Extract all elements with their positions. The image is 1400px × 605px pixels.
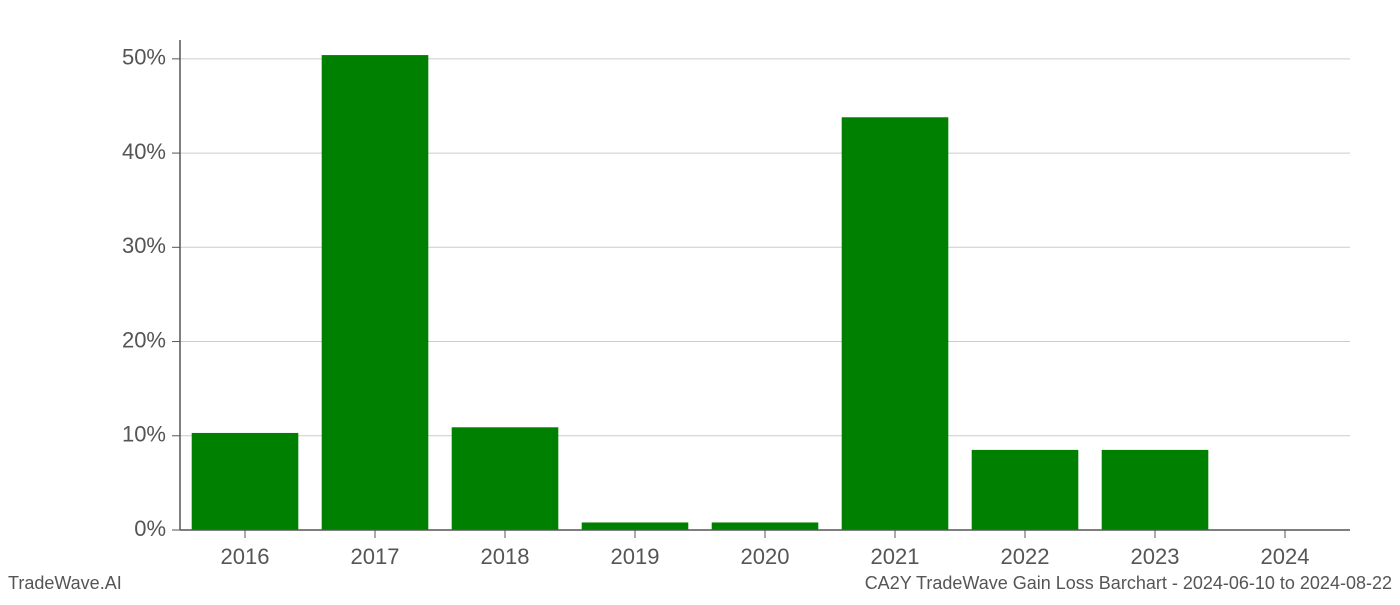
bar xyxy=(192,433,299,530)
x-tick-label: 2016 xyxy=(221,544,270,569)
x-tick-label: 2017 xyxy=(351,544,400,569)
x-tick-label: 2022 xyxy=(1001,544,1050,569)
x-tick-label: 2020 xyxy=(741,544,790,569)
footer-brand: TradeWave.AI xyxy=(8,573,122,594)
chart-figure: 0% 10% 20% 30% 40% 50% 2016 2017 2018 2019 2020 202… xyxy=(0,0,1400,600)
footer-caption: CA2Y TradeWave Gain Loss Barchart - 2024… xyxy=(865,573,1392,594)
bar xyxy=(842,117,949,530)
y-tick-label: 40% xyxy=(122,139,166,164)
x-tick-label: 2019 xyxy=(611,544,660,569)
x-tick-label: 2024 xyxy=(1261,544,1310,569)
bar xyxy=(582,522,689,530)
x-tick-label: 2018 xyxy=(481,544,530,569)
bar xyxy=(712,522,819,530)
y-tick-label: 50% xyxy=(122,45,166,70)
bar xyxy=(452,427,559,530)
bar-chart: 0% 10% 20% 30% 40% 50% 2016 2017 2018 2019 2020 202… xyxy=(0,0,1400,600)
y-tick-label: 10% xyxy=(122,422,166,447)
bar xyxy=(1102,450,1209,530)
y-tick-label: 20% xyxy=(122,327,166,352)
x-tick-label: 2023 xyxy=(1131,544,1180,569)
y-tick-label: 30% xyxy=(122,233,166,258)
bar xyxy=(972,450,1079,530)
y-tick-label: 0% xyxy=(134,516,166,541)
x-tick-label: 2021 xyxy=(871,544,920,569)
bar xyxy=(322,55,429,530)
